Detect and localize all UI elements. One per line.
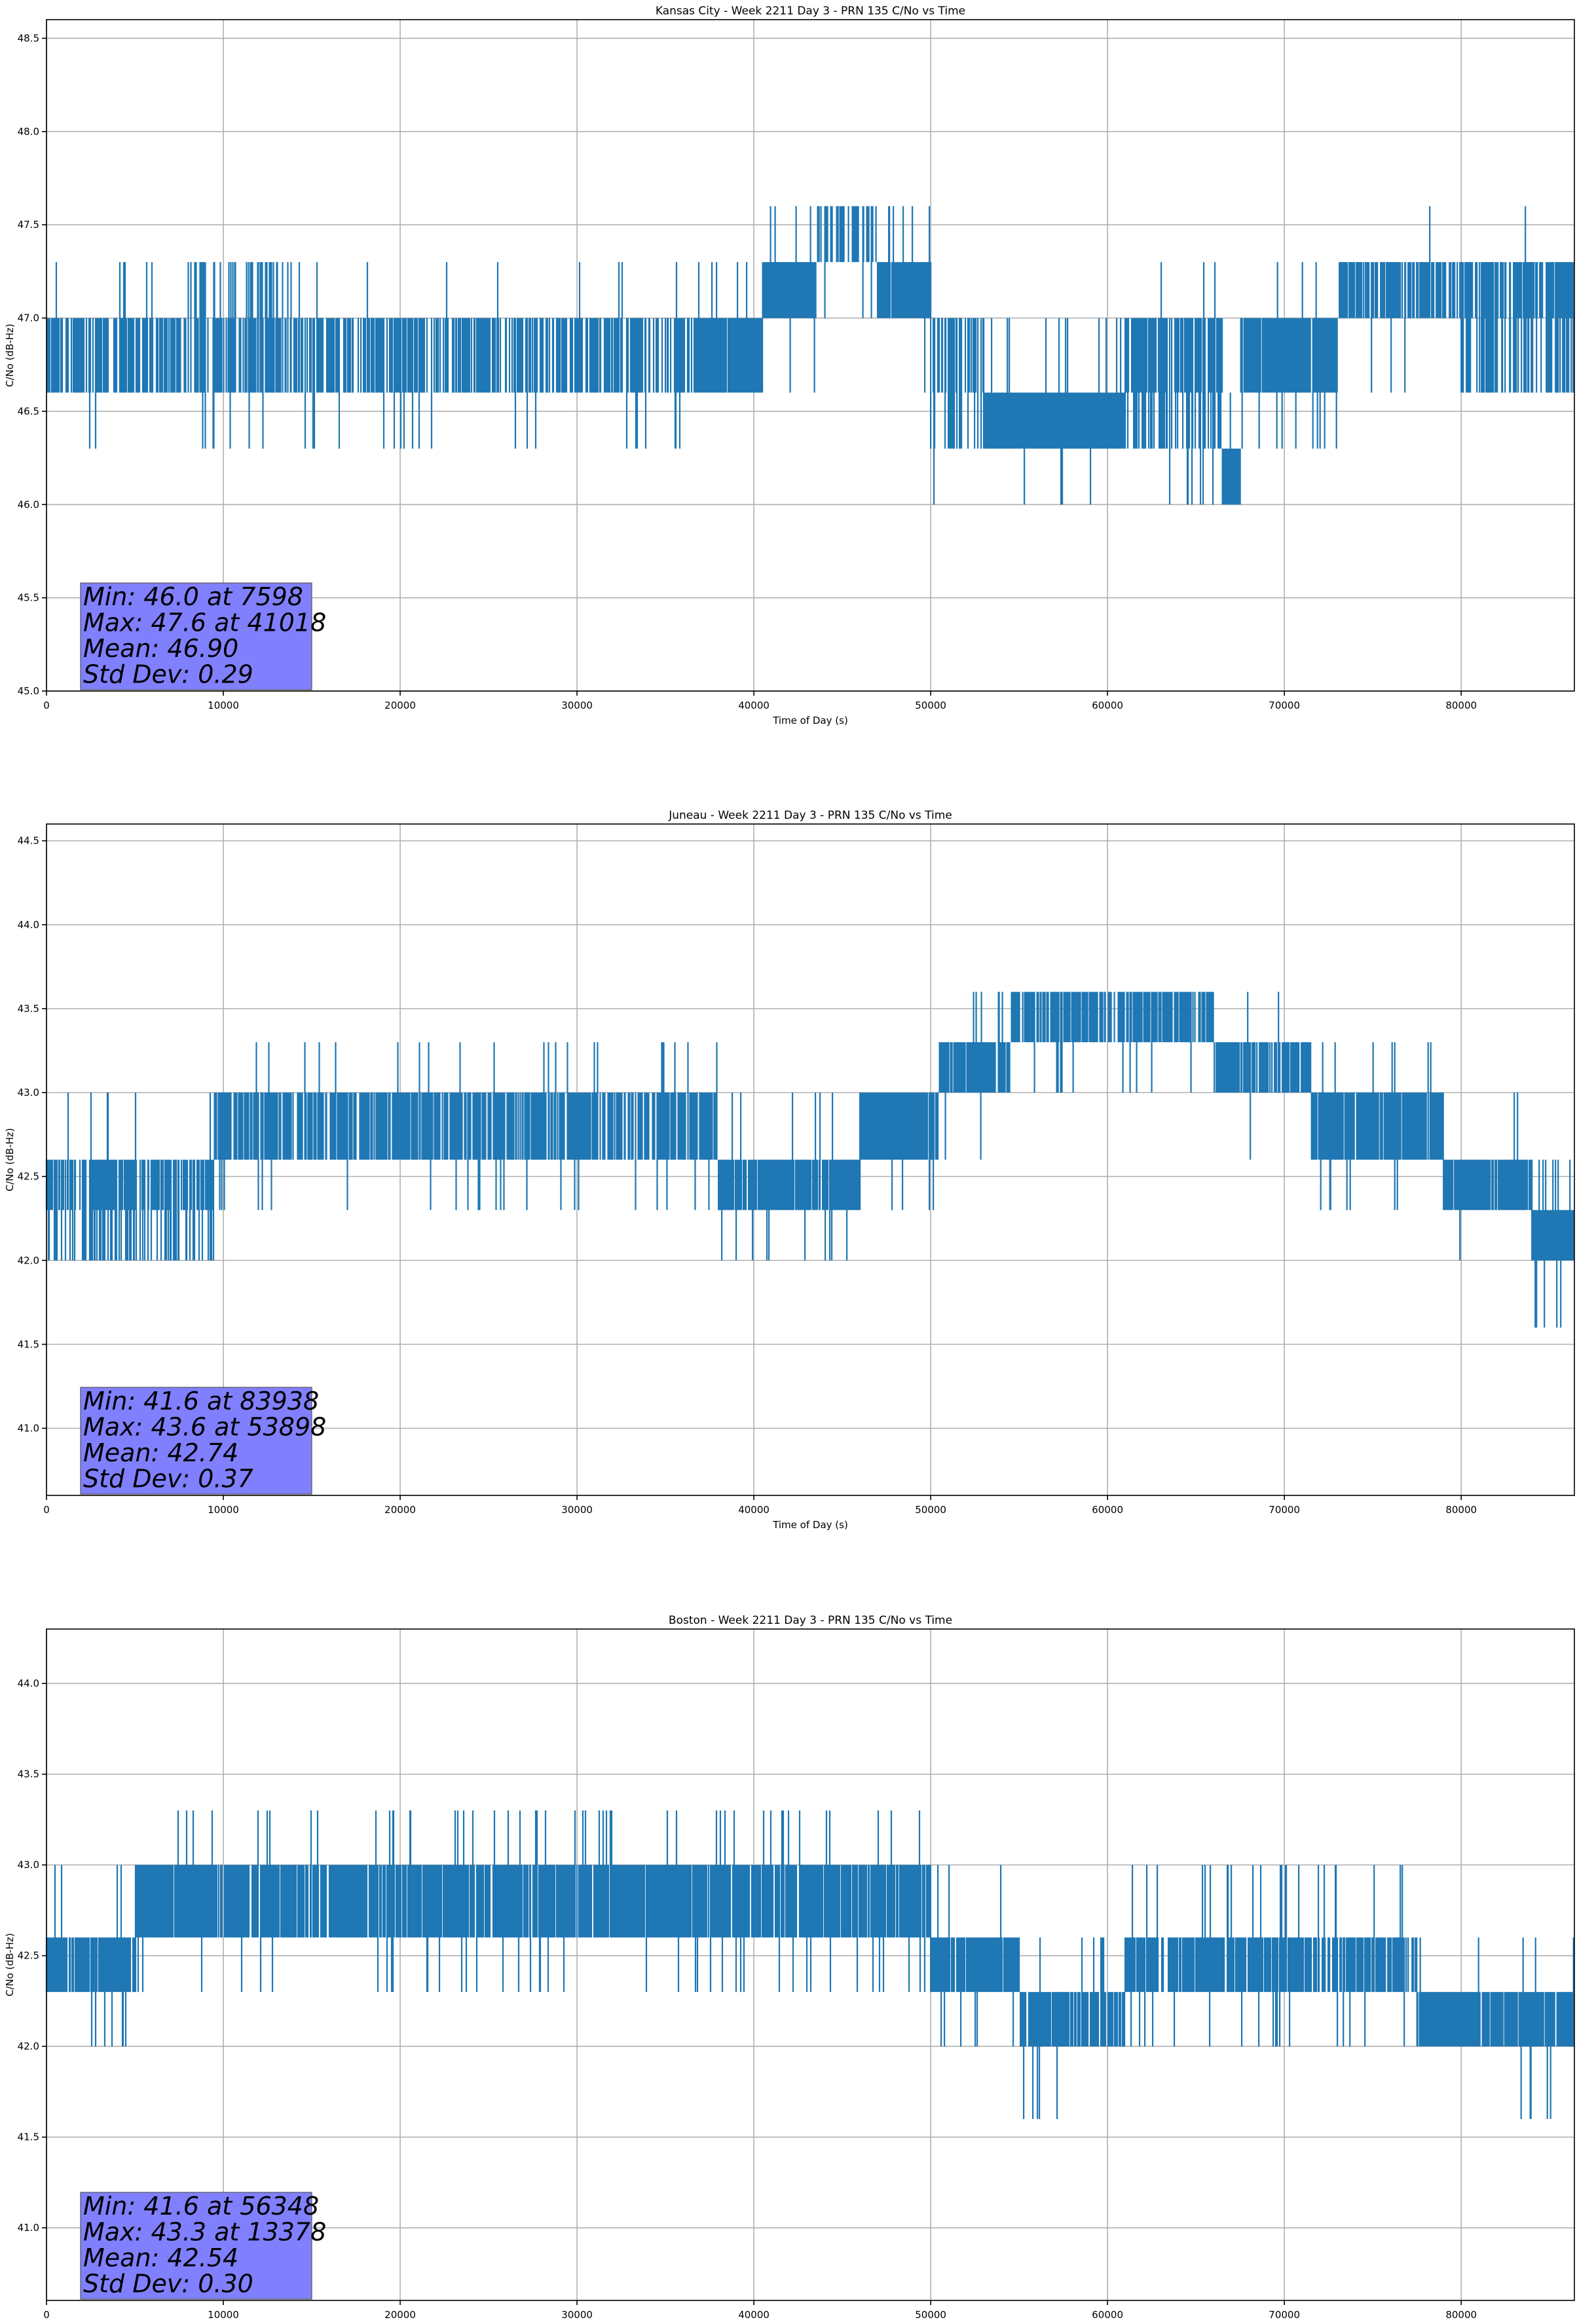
x-tick-label: 0 bbox=[43, 1504, 50, 1516]
y-tick-label: 43.0 bbox=[18, 1859, 39, 1871]
y-tick-label: 46.0 bbox=[18, 498, 39, 510]
y-tick-label: 41.5 bbox=[18, 2131, 39, 2143]
x-tick-label: 70000 bbox=[1269, 1504, 1300, 1516]
x-tick-label: 10000 bbox=[208, 2309, 239, 2321]
y-tick-label: 43.5 bbox=[18, 1003, 39, 1015]
stats-min: Min: 41.6 at 56348 bbox=[83, 2192, 319, 2221]
x-axis-label: Time of Day (s) bbox=[772, 1519, 848, 1531]
x-tick-label: 50000 bbox=[915, 2309, 946, 2321]
x-tick-label: 60000 bbox=[1092, 700, 1123, 711]
x-tick-label: 80000 bbox=[1445, 700, 1477, 711]
y-axis-label: C/No (dB-Hz) bbox=[4, 324, 16, 387]
y-tick-label: 43.5 bbox=[18, 1769, 39, 1780]
stats-mean: Mean: 42.74 bbox=[83, 1438, 238, 1467]
y-tick-label: 45.5 bbox=[18, 592, 39, 604]
y-tick-label: 47.0 bbox=[18, 312, 39, 324]
x-tick-label: 10000 bbox=[208, 700, 239, 711]
y-tick-label: 42.5 bbox=[18, 1171, 39, 1182]
x-tick-label: 10000 bbox=[208, 1504, 239, 1516]
stats-box-background bbox=[80, 582, 312, 690]
ticks: 0 10000 20000 30000 40000 50000 60000 70000 8000… bbox=[18, 835, 1477, 1516]
x-tick-label: 60000 bbox=[1092, 1504, 1123, 1516]
y-tick-label: 41.5 bbox=[18, 1338, 39, 1350]
stats-min: Min: 41.6 at 83938 bbox=[83, 1387, 319, 1415]
axes-frame bbox=[46, 823, 1575, 1496]
y-tick-label: 44.0 bbox=[18, 1677, 39, 1689]
x-tick-label: 80000 bbox=[1445, 1504, 1477, 1516]
stats-std-dev: Std Dev: 0.30 bbox=[83, 2270, 253, 2298]
chart-title: Juneau - Week 2211 Day 3 - PRN 135 C/No … bbox=[668, 809, 952, 822]
x-tick-label: 20000 bbox=[384, 700, 416, 711]
x-tick-label: 50000 bbox=[915, 700, 946, 711]
x-tick-label: 50000 bbox=[915, 1504, 946, 1516]
y-tick-label: 43.0 bbox=[18, 1087, 39, 1098]
stats-max: Max: 47.6 at 41018 bbox=[83, 609, 326, 637]
chart-title: Boston - Week 2211 Day 3 - PRN 135 C/No … bbox=[669, 1614, 952, 1627]
ticks: 0 10000 20000 30000 40000 50000 60000 70000 8000… bbox=[18, 1677, 1477, 2321]
x-tick-label: 60000 bbox=[1092, 2309, 1123, 2321]
stats-box-background bbox=[80, 2192, 312, 2300]
chart-panel-3: 0 10000 20000 30000 40000 50000 60000 70000 8000… bbox=[4, 1614, 1575, 2321]
x-tick-label: 80000 bbox=[1445, 2309, 1477, 2321]
stats-std-dev: Std Dev: 0.29 bbox=[83, 660, 253, 689]
x-tick-label: 30000 bbox=[561, 2309, 593, 2321]
x-axis-label: Time of Day (s) bbox=[772, 715, 848, 726]
x-tick-label: 40000 bbox=[738, 1504, 770, 1516]
stats-mean: Mean: 42.54 bbox=[83, 2243, 238, 2272]
axes-frame bbox=[46, 19, 1575, 692]
x-tick-label: 20000 bbox=[384, 1504, 416, 1516]
y-tick-label: 41.0 bbox=[18, 1423, 39, 1434]
x-tick-label: 40000 bbox=[738, 2309, 770, 2321]
x-tick-label: 70000 bbox=[1269, 700, 1300, 711]
y-tick-label: 44.5 bbox=[18, 835, 39, 847]
x-tick-label: 70000 bbox=[1269, 2309, 1300, 2321]
y-tick-label: 41.0 bbox=[18, 2222, 39, 2234]
y-tick-label: 47.5 bbox=[18, 219, 39, 231]
y-tick-label: 45.0 bbox=[18, 685, 39, 697]
y-tick-label: 46.5 bbox=[18, 405, 39, 417]
stats-max: Max: 43.6 at 53898 bbox=[83, 1413, 326, 1442]
x-tick-label: 0 bbox=[43, 700, 50, 711]
y-axis-label: C/No (dB-Hz) bbox=[4, 1128, 16, 1191]
y-tick-label: 48.0 bbox=[18, 126, 39, 138]
stats-min: Min: 46.0 at 7598 bbox=[83, 582, 303, 611]
stats-mean: Mean: 46.90 bbox=[83, 634, 238, 663]
chart-panel-1: 0 10000 20000 30000 40000 50000 60000 70000 8000… bbox=[4, 5, 1575, 726]
chart-panel-2: 0 10000 20000 30000 40000 50000 60000 70000 8000… bbox=[4, 809, 1575, 1531]
stats-std-dev: Std Dev: 0.37 bbox=[83, 1465, 253, 1493]
x-tick-label: 30000 bbox=[561, 1504, 593, 1516]
stats-box-background bbox=[80, 1387, 312, 1495]
x-tick-label: 0 bbox=[43, 2309, 50, 2321]
stats-max: Max: 43.3 at 13378 bbox=[83, 2218, 326, 2247]
ticks: 0 10000 20000 30000 40000 50000 60000 70000 8000… bbox=[18, 32, 1477, 711]
x-tick-label: 20000 bbox=[384, 2309, 416, 2321]
y-tick-label: 48.5 bbox=[18, 32, 39, 44]
y-tick-label: 42.0 bbox=[18, 2040, 39, 2052]
x-tick-label: 40000 bbox=[738, 700, 770, 711]
y-axis-label: C/No (dB-Hz) bbox=[4, 1933, 16, 1996]
y-tick-label: 42.5 bbox=[18, 1950, 39, 1962]
y-tick-label: 44.0 bbox=[18, 919, 39, 931]
y-tick-label: 42.0 bbox=[18, 1254, 39, 1266]
x-tick-label: 30000 bbox=[561, 700, 593, 711]
chart-title: Kansas City - Week 2211 Day 3 - PRN 135 … bbox=[656, 5, 965, 18]
series-line bbox=[46, 206, 1574, 505]
data-series bbox=[46, 206, 1574, 505]
axes-frame bbox=[46, 1628, 1575, 2301]
